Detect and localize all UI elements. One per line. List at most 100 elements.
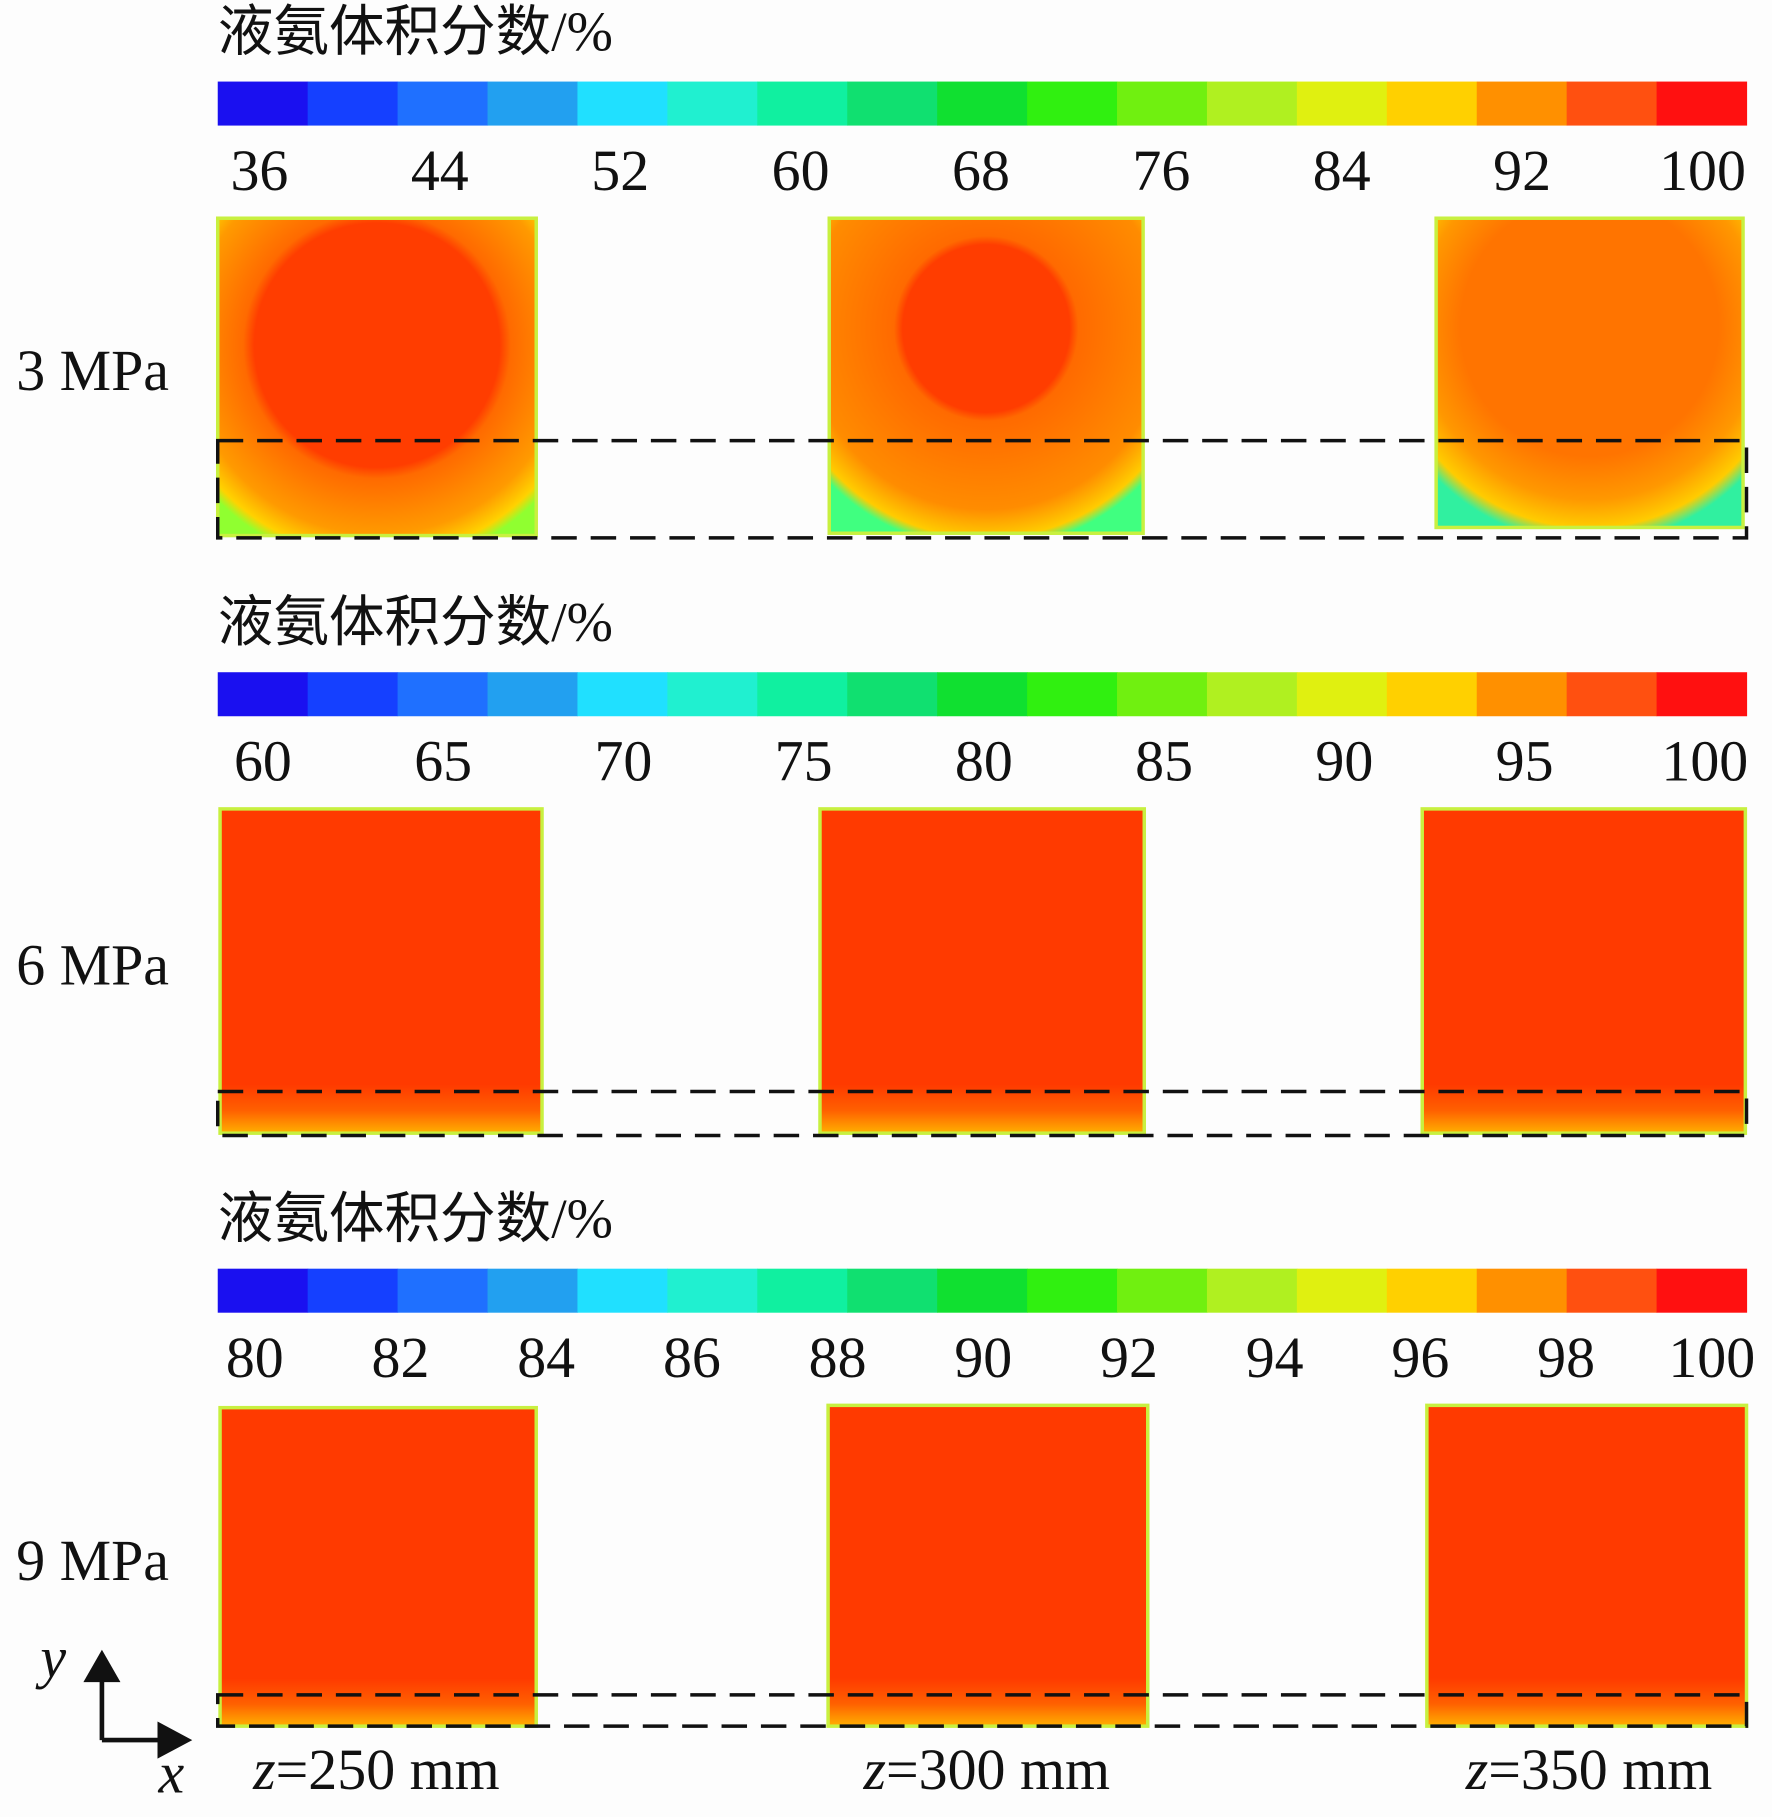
colorbar-tick-label: 60	[234, 728, 292, 793]
colorbar-title: 液氨体积分数/%	[218, 592, 613, 654]
contour-section	[1425, 1403, 1749, 1728]
colorbar-segment	[1206, 81, 1298, 126]
colorbar-segment	[1206, 672, 1298, 717]
colorbar-title: 液氨体积分数/%	[218, 1188, 613, 1250]
colorbar-tick-label: 76	[1132, 138, 1190, 203]
colorbar-tick-label: 84	[1313, 138, 1371, 203]
column-variable: z	[862, 1737, 886, 1802]
contour-section	[1420, 807, 1748, 1135]
colorbar-tick-label: 88	[809, 1325, 867, 1390]
axis-label-y: y	[35, 1625, 66, 1690]
colorbar-segment	[577, 81, 668, 126]
highlight-box	[215, 1089, 1749, 1138]
colorbar-tick-label: 68	[952, 138, 1010, 203]
colorbar-segment	[1386, 81, 1478, 126]
colorbar-segment	[1386, 1268, 1478, 1313]
contour-section	[218, 807, 544, 1135]
colorbar-segment	[1656, 672, 1748, 717]
contour-section	[826, 1403, 1150, 1728]
colorbar-segment	[937, 672, 1028, 717]
colorbar-segment	[757, 1268, 848, 1313]
colorbar-tick-label: 52	[591, 138, 649, 203]
colorbar-segment	[1476, 672, 1568, 717]
colorbar-segment	[1206, 1268, 1298, 1313]
arrow-head-x	[157, 1721, 193, 1759]
colorbar-segment	[307, 672, 399, 717]
colorbar-tick-label: 100	[1661, 728, 1748, 793]
colorbar-tick-label: 60	[772, 138, 830, 203]
colorbar-segment	[1566, 81, 1658, 126]
colorbar-segment	[1027, 672, 1118, 717]
arrow-head-y	[83, 1649, 121, 1683]
row-label: 3 MPa	[16, 338, 169, 403]
colorbar-segment	[1566, 672, 1658, 717]
colorbar-segment	[1296, 81, 1388, 126]
colorbar-tick-label: 90	[954, 1325, 1012, 1390]
colorbar-tick-label: 86	[663, 1325, 721, 1390]
colorbar-tick-label: 82	[372, 1325, 430, 1390]
contour-section	[215, 216, 538, 538]
colorbar-segment	[757, 672, 848, 717]
colorbar-segment	[667, 672, 758, 717]
colorbar-segment	[577, 672, 668, 717]
colorbar-segment	[1566, 1268, 1658, 1313]
colorbar-segment	[487, 672, 579, 717]
colorbar-tick-label: 85	[1135, 728, 1193, 793]
axis-arrows	[99, 1679, 163, 1743]
colorbar-tick-label: 90	[1315, 728, 1373, 793]
axis-label-x: x	[158, 1741, 185, 1806]
colorbar-tick-label: 80	[955, 728, 1013, 793]
column-label: z=250 mm	[252, 1737, 500, 1802]
row-label: 6 MPa	[16, 932, 169, 997]
colorbar-tick-label: 70	[594, 728, 652, 793]
colorbar-segment	[1296, 1268, 1388, 1313]
colorbar-tick-label: 80	[226, 1325, 284, 1390]
column-variable: z	[1465, 1737, 1489, 1802]
colorbar-segment	[1117, 672, 1208, 717]
contour-section	[218, 1405, 538, 1728]
highlight-box	[215, 438, 1749, 540]
contour-section	[1434, 216, 1745, 530]
colorbar-segment	[397, 1268, 489, 1313]
colorbar-tick-label: 94	[1246, 1325, 1304, 1390]
colorbar-tick-label: 98	[1537, 1325, 1595, 1390]
colorbar-segment	[847, 672, 938, 717]
colorbar-tick-label: 100	[1668, 1325, 1755, 1390]
colorbar-segment	[667, 1268, 758, 1313]
colorbar-segment	[487, 1268, 579, 1313]
colorbar-segment	[1476, 1268, 1568, 1313]
colorbar-tick-label: 65	[414, 728, 472, 793]
column-label: z=300 mm	[862, 1737, 1110, 1802]
colorbar-tick-label: 44	[411, 138, 469, 203]
colorbar-segment	[1117, 1268, 1208, 1313]
colorbar-segment	[1027, 81, 1118, 126]
colorbar-tick-label: 92	[1100, 1325, 1158, 1390]
colorbar-segment	[217, 672, 309, 717]
colorbar-segment	[1027, 1268, 1118, 1313]
colorbar-segment	[397, 81, 489, 126]
contour-section	[818, 807, 1147, 1135]
content: 液氨体积分数/% 36 44 52 60 68 76 84 92 100 3 MPa 液氨体积分数/%…	[16, 1, 1755, 1805]
colorbar-segment	[1476, 81, 1568, 126]
column-label: z=350 mm	[1465, 1737, 1713, 1802]
column-text: =300 mm	[886, 1737, 1110, 1802]
colorbar-segment	[577, 1268, 668, 1313]
colorbar-segment	[307, 1268, 399, 1313]
colorbar-tick-label: 84	[517, 1325, 575, 1390]
row-label: 9 MPa	[16, 1528, 169, 1593]
colorbar-segment	[847, 1268, 938, 1313]
colorbar-segment	[397, 672, 489, 717]
colorbar-segment	[1296, 672, 1388, 717]
column-variable: z	[252, 1737, 276, 1802]
colorbar-segment	[1386, 672, 1478, 717]
colorbar-segment	[937, 1268, 1028, 1313]
colorbar-segment	[667, 81, 758, 126]
column-text: =250 mm	[276, 1737, 500, 1802]
colorbar-tick-label: 95	[1496, 728, 1554, 793]
colorbar-segment	[217, 1268, 309, 1313]
colorbar-segment	[847, 81, 938, 126]
colorbar-segment	[1656, 1268, 1748, 1313]
colorbar-tick-label: 92	[1493, 138, 1551, 203]
colorbar-segment	[487, 81, 579, 126]
